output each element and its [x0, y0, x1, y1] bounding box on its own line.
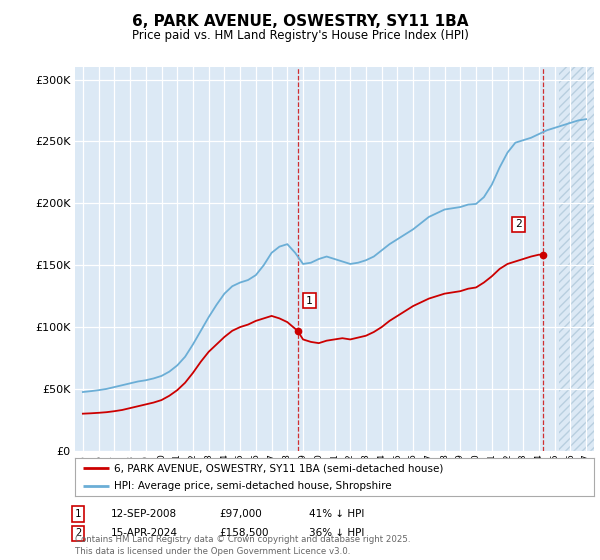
Text: 15-APR-2024: 15-APR-2024	[111, 528, 178, 538]
Text: 36% ↓ HPI: 36% ↓ HPI	[309, 528, 364, 538]
Bar	[559, 67, 594, 451]
Text: £97,000: £97,000	[219, 509, 262, 519]
Text: 1: 1	[306, 296, 313, 306]
Text: 12-SEP-2008: 12-SEP-2008	[111, 509, 177, 519]
Text: Contains HM Land Registry data © Crown copyright and database right 2025.
This d: Contains HM Land Registry data © Crown c…	[75, 535, 410, 556]
Text: 2: 2	[515, 220, 522, 230]
Text: Price paid vs. HM Land Registry's House Price Index (HPI): Price paid vs. HM Land Registry's House …	[131, 29, 469, 42]
Text: 1: 1	[75, 509, 81, 519]
Text: HPI: Average price, semi-detached house, Shropshire: HPI: Average price, semi-detached house,…	[114, 481, 392, 491]
Text: £158,500: £158,500	[219, 528, 269, 538]
Text: 2: 2	[75, 528, 81, 538]
Text: 41% ↓ HPI: 41% ↓ HPI	[309, 509, 364, 519]
Text: 6, PARK AVENUE, OSWESTRY, SY11 1BA: 6, PARK AVENUE, OSWESTRY, SY11 1BA	[132, 14, 468, 29]
Text: 6, PARK AVENUE, OSWESTRY, SY11 1BA (semi-detached house): 6, PARK AVENUE, OSWESTRY, SY11 1BA (semi…	[114, 463, 443, 473]
